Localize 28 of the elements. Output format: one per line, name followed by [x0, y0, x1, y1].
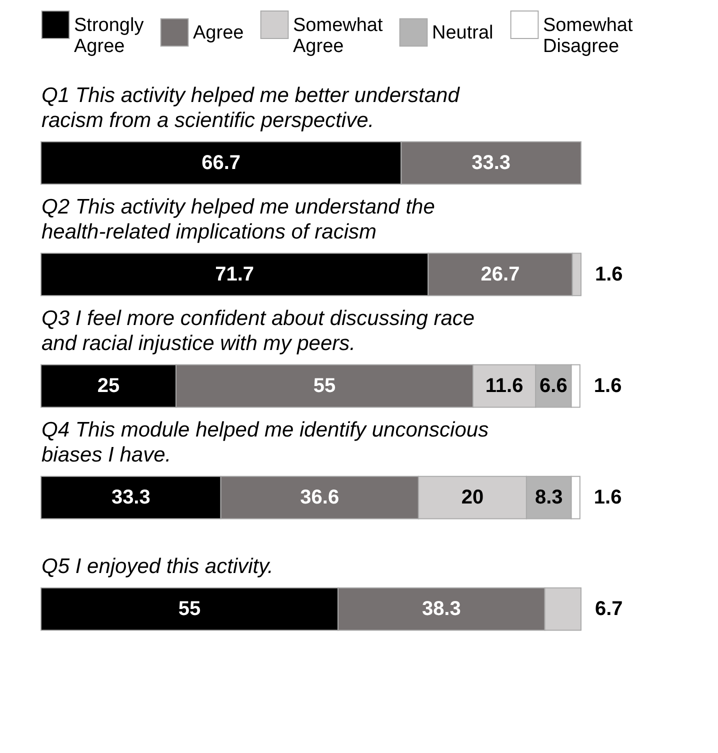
data-label: 11.6: [485, 375, 524, 397]
legend-label: Strongly Agree: [74, 14, 144, 57]
data-label: 20: [461, 486, 484, 509]
y-tick-label: Q4 This module helped me identify unconscious biases I have.: [42, 418, 490, 467]
data-label: 6.7: [595, 598, 623, 620]
data-label: 6.6: [540, 375, 568, 397]
y-tick-label: Q1 This activity helped me better understand racism from a scientific perspective.: [42, 84, 461, 132]
y-tick-label: Q5 I enjoyed this activity.: [42, 555, 274, 578]
data-label: 55: [313, 375, 336, 397]
legend-label: Agree: [193, 22, 244, 44]
data-label: 8.3: [534, 486, 563, 509]
data-label: 55: [178, 598, 201, 620]
data-label: 25: [97, 375, 120, 397]
data-label: 36.6: [300, 486, 340, 509]
legend-label: Somewhat Agree: [293, 14, 384, 57]
data-label: 1.6: [595, 263, 623, 286]
legend-label: Somewhat Disagree: [543, 14, 634, 57]
data-label: 33.3: [111, 486, 150, 509]
data-label: 33.3: [472, 152, 511, 174]
y-tick-label: Q3 I feel more confident about discussing race and racial injustice with my peers.: [42, 307, 475, 355]
data-label: 26.7: [480, 263, 520, 286]
legend-label: Neutral: [432, 22, 494, 44]
data-label: 71.7: [215, 263, 254, 286]
data-label: 66.7: [202, 152, 241, 174]
data-label: 38.3: [422, 598, 461, 620]
y-tick-label: Q2 This activity helped me understand the health-related implications of racism: [42, 195, 435, 244]
data-label: 1.6: [594, 486, 622, 509]
data-label: 1.6: [594, 375, 622, 397]
